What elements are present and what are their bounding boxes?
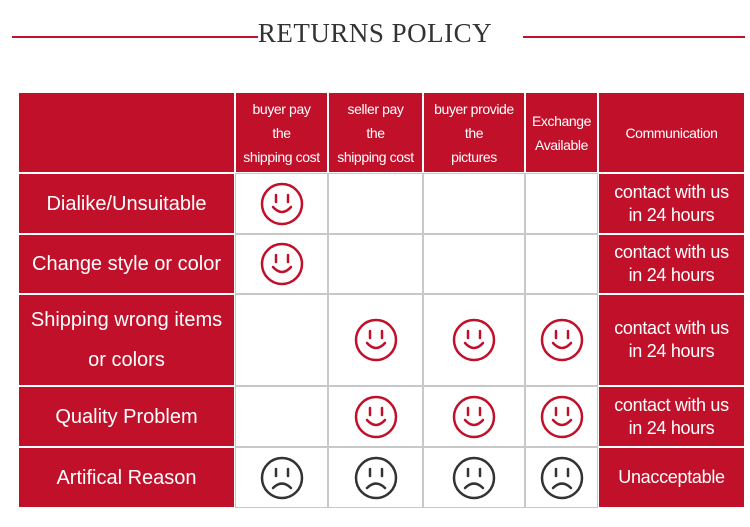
row-label: Dialike/Unsuitable [18,173,235,234]
text-line: shipping cost [243,148,320,165]
header-cell: Communication [598,92,745,173]
text-line: the [366,124,385,141]
text-line: buyer pay [252,100,311,117]
text-line: Change style or color [32,253,221,275]
text-line: buyer provide [434,100,514,117]
text-line: Shipping wrong items [30,309,223,331]
status-cell [328,447,423,508]
communication-cell: contact with us in 24 hours [598,234,745,294]
text-line: Artifical Reason [56,466,197,489]
sad-icon [452,456,496,499]
smiley-icon [260,242,303,286]
communication-cell: contact with us in 24 hours [598,386,745,447]
smiley-icon [540,318,583,362]
status-cell [525,447,598,508]
status-cell [328,234,423,294]
status-cell [235,173,328,234]
status-cell [328,294,423,386]
smiley-icon [354,395,397,438]
header-cell: seller pay the shipping cost [328,92,423,173]
status-cell [328,173,423,234]
text-line: pictures [451,148,497,165]
sad-icon [354,456,397,499]
title-rule [523,36,745,38]
text-line: Quality Problem [55,405,198,428]
text-line: Dialike/Unsuitable [46,192,207,215]
text-line: or colors [88,349,165,371]
header-cell: buyer pay the shipping cost [235,92,328,173]
status-cell [235,447,328,508]
status-cell [423,294,525,386]
text-line: in 24 hours [628,204,715,225]
text-line: Communication [625,124,718,141]
status-cell [423,386,525,447]
header-cell: buyer provide the pictures [423,92,525,173]
smiley-icon [354,318,397,362]
header-cell [18,92,235,173]
status-cell [328,386,423,447]
row-label: Quality Problem [18,386,235,447]
text-line: Exchange [531,112,592,129]
smiley-icon [452,318,496,362]
text-line: contact with us [614,318,729,338]
text-line: the [464,124,484,141]
text-line: contact with us [614,181,729,202]
text-line: shipping cost [337,148,414,165]
status-cell [235,234,328,294]
status-cell [525,386,598,447]
title: RETURNS POLICY [257,18,493,48]
smiley-icon [260,182,303,225]
text-line: the [272,124,291,141]
status-cell [525,294,598,386]
text-line: contact with us [614,394,729,415]
status-cell [423,447,525,508]
smiley-icon [452,395,496,438]
communication-cell: contact with us in 24 hours [598,173,745,234]
status-cell [423,173,525,234]
status-cell [525,173,598,234]
communication-cell: Unacceptable [598,447,745,508]
status-cell [525,234,598,294]
status-cell [235,386,328,447]
status-cell [423,234,525,294]
status-cell [235,294,328,386]
text-line: Available [535,136,588,153]
smiley-icon [540,395,583,438]
text-line: Unacceptable [618,467,725,487]
row-label: Artifical Reason [18,447,235,508]
text-line: in 24 hours [628,265,715,285]
header-cell: Exchange Available [525,92,598,173]
text-line: seller pay [347,100,404,117]
row-label: Change style or color [18,234,235,294]
text-line: in 24 hours [628,341,715,361]
text-line: in 24 hours [628,417,715,438]
title-rule [12,36,258,38]
sad-icon [540,456,583,499]
text-line: contact with us [614,242,729,262]
sad-icon [260,456,303,499]
communication-cell: contact with us in 24 hours [598,294,745,386]
row-label: Shipping wrong items or colors [18,294,235,386]
